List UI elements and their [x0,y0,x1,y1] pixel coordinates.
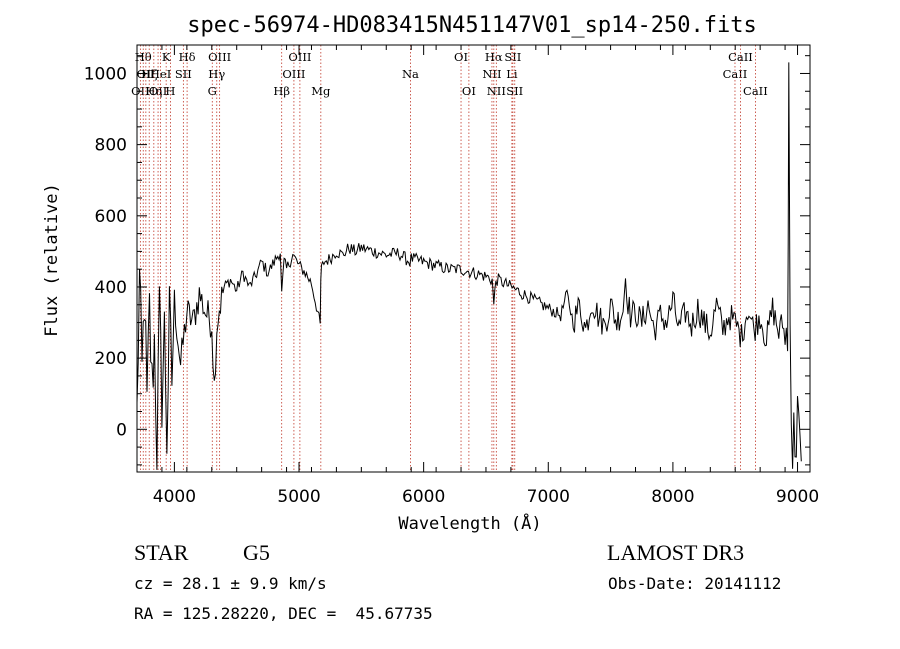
x-tick-labels: 4000 5000 6000 7000 8000 9000 [153,487,819,507]
x-tick-label: 5000 [277,487,320,507]
object-class: STAR [134,540,189,565]
spectrum-line [136,62,802,470]
line-label: Hβ [273,84,290,98]
object-subclass: G5 [243,540,270,565]
y-tick-labels: 0 200 400 600 800 1000 [84,64,127,440]
y-tick-label: 1000 [84,64,127,84]
line-label: NII [482,67,501,81]
y-tick-label: 400 [95,278,127,298]
line-label: SII [504,50,521,64]
x-axis-label: Wavelength (Å) [398,512,541,534]
y-tick-label: 600 [95,207,127,227]
survey-name: LAMOST DR3 [607,540,745,565]
line-label: Hδ [179,50,196,64]
x-tick-label: 9000 [776,487,819,507]
line-label: Hζ [141,67,157,81]
line-label: OI [454,50,468,64]
line-label: SII [175,67,192,81]
axis-ticks [136,45,811,472]
x-tick-label: 7000 [527,487,570,507]
line-label: OII [149,84,168,98]
line-label: H [165,84,175,98]
line-label: Hα [485,50,503,64]
line-label: OIII [282,67,305,81]
line-label: NII [487,84,506,98]
line-label: G [208,84,217,98]
y-tick-label: 200 [95,349,127,369]
line-label: Hγ [208,67,225,81]
line-label: CaII [723,67,748,81]
obs-date: Obs-Date: 20141112 [608,574,782,593]
spectral-line-markers: OIIHθOIIHζHηOIIHeIKHSIIHδGHγOIIIHβOIIIOI… [131,45,768,472]
line-label: Mg [311,84,331,98]
line-label: CaII [743,84,768,98]
x-tick-label: 6000 [402,487,445,507]
chart-title: spec-56974-HD083415N451147V01_sp14-250.f… [187,13,757,38]
y-tick-label: 0 [116,420,127,440]
y-axis-label: Flux (relative) [42,183,62,337]
line-label: K [162,50,171,64]
line-label: Na [402,67,419,81]
line-label: CaII [728,50,753,64]
redshift-readout: cz = 28.1 ± 9.9 km/s [134,574,327,593]
line-label: Li [506,67,518,81]
line-label: Hθ [135,50,152,64]
line-label: OII [137,67,156,81]
y-tick-label: 800 [95,136,127,156]
coordinates: RA = 125.28220, DEC = 45.67735 [134,604,433,623]
x-tick-label: 8000 [651,487,694,507]
x-tick-label: 4000 [153,487,196,507]
plot-frame [136,44,811,473]
line-label: SII [506,84,523,98]
line-label: OIII [288,50,311,64]
line-label: OIII [208,50,231,64]
line-label: HeI [150,67,171,81]
line-label: OI [462,84,476,98]
